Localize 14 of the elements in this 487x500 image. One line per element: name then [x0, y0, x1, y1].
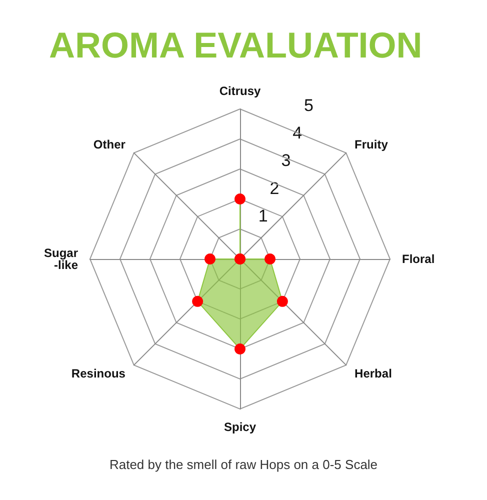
spoke-label: Fruity: [354, 137, 388, 152]
spoke-label: Floral: [402, 252, 435, 266]
text: Rated by the smell of raw Hops on a 0-5 Scale: [109, 457, 378, 472]
y-tick-label: 4: [292, 124, 302, 143]
spoke-label: Resinous: [71, 366, 126, 381]
spoke-label: Spicy: [224, 420, 256, 434]
spoke-label: Sugar -like: [44, 246, 78, 272]
y-tick-label: 5: [304, 96, 314, 115]
spoke-label: Other: [93, 137, 126, 152]
y-tick-label: 1: [258, 206, 268, 226]
spoke-label: Citrusy: [219, 84, 261, 98]
spoke-label: Herbal: [354, 366, 392, 381]
chart-title: AROMA EVALUATION: [49, 24, 422, 66]
y-tick-label: 3: [281, 151, 291, 170]
